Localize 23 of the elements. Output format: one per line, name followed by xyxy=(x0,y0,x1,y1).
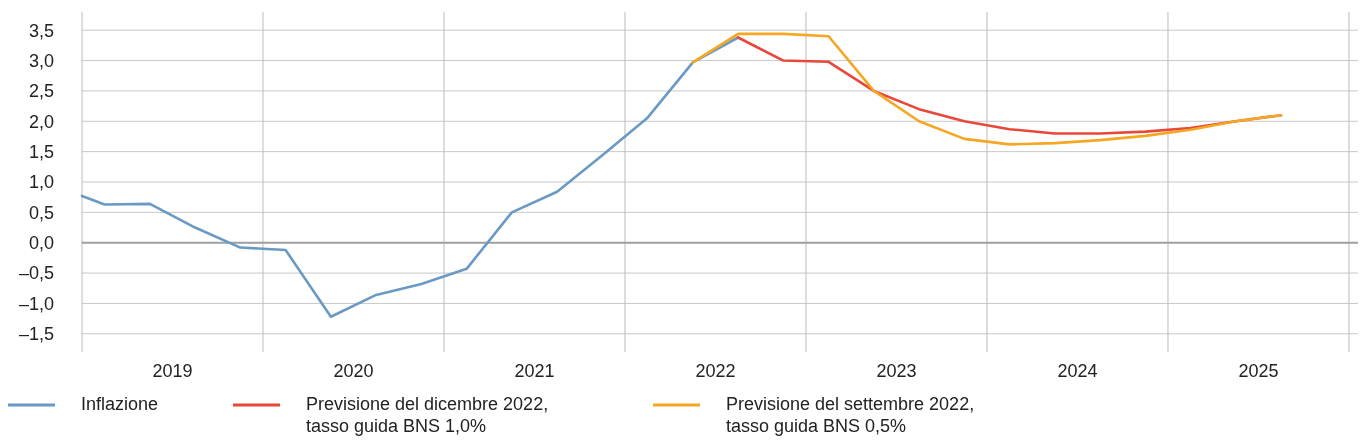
y-tick-label: –1,0 xyxy=(18,293,54,314)
line-series xyxy=(80,36,740,319)
x-tick-label: 2025 xyxy=(1238,361,1279,381)
legend-label: Inflazione xyxy=(81,394,159,414)
y-tick-label: 0,5 xyxy=(28,202,54,223)
legend-label: Previsione del dicembre 2022, tasso guida BNS 1,0% xyxy=(306,394,549,436)
x-tick-label: 2022 xyxy=(695,361,736,381)
x-tick-label: 2024 xyxy=(1057,361,1098,381)
x-tick-label: 2021 xyxy=(514,361,555,381)
x-tick-label: 2020 xyxy=(333,361,374,381)
y-tick-label: 3,5 xyxy=(28,20,54,41)
line-series xyxy=(691,32,1283,146)
x-tick-label: 2023 xyxy=(876,361,917,381)
x-tick-label: 2019 xyxy=(152,361,193,381)
y-tick-label: 0,0 xyxy=(28,233,54,254)
y-tick-label: 1,0 xyxy=(28,172,54,193)
y-tick-label: 2,5 xyxy=(28,81,54,102)
y-tick-label: 1,5 xyxy=(28,141,54,162)
y-tick-label: 2,0 xyxy=(28,111,54,132)
y-tick-label: –1,5 xyxy=(18,324,54,345)
legend-label: Previsione del settembre 2022, tasso guida BNS 0,5% xyxy=(726,394,975,436)
y-tick-label: –0,5 xyxy=(18,263,54,284)
y-tick-label: 3,0 xyxy=(28,50,54,71)
